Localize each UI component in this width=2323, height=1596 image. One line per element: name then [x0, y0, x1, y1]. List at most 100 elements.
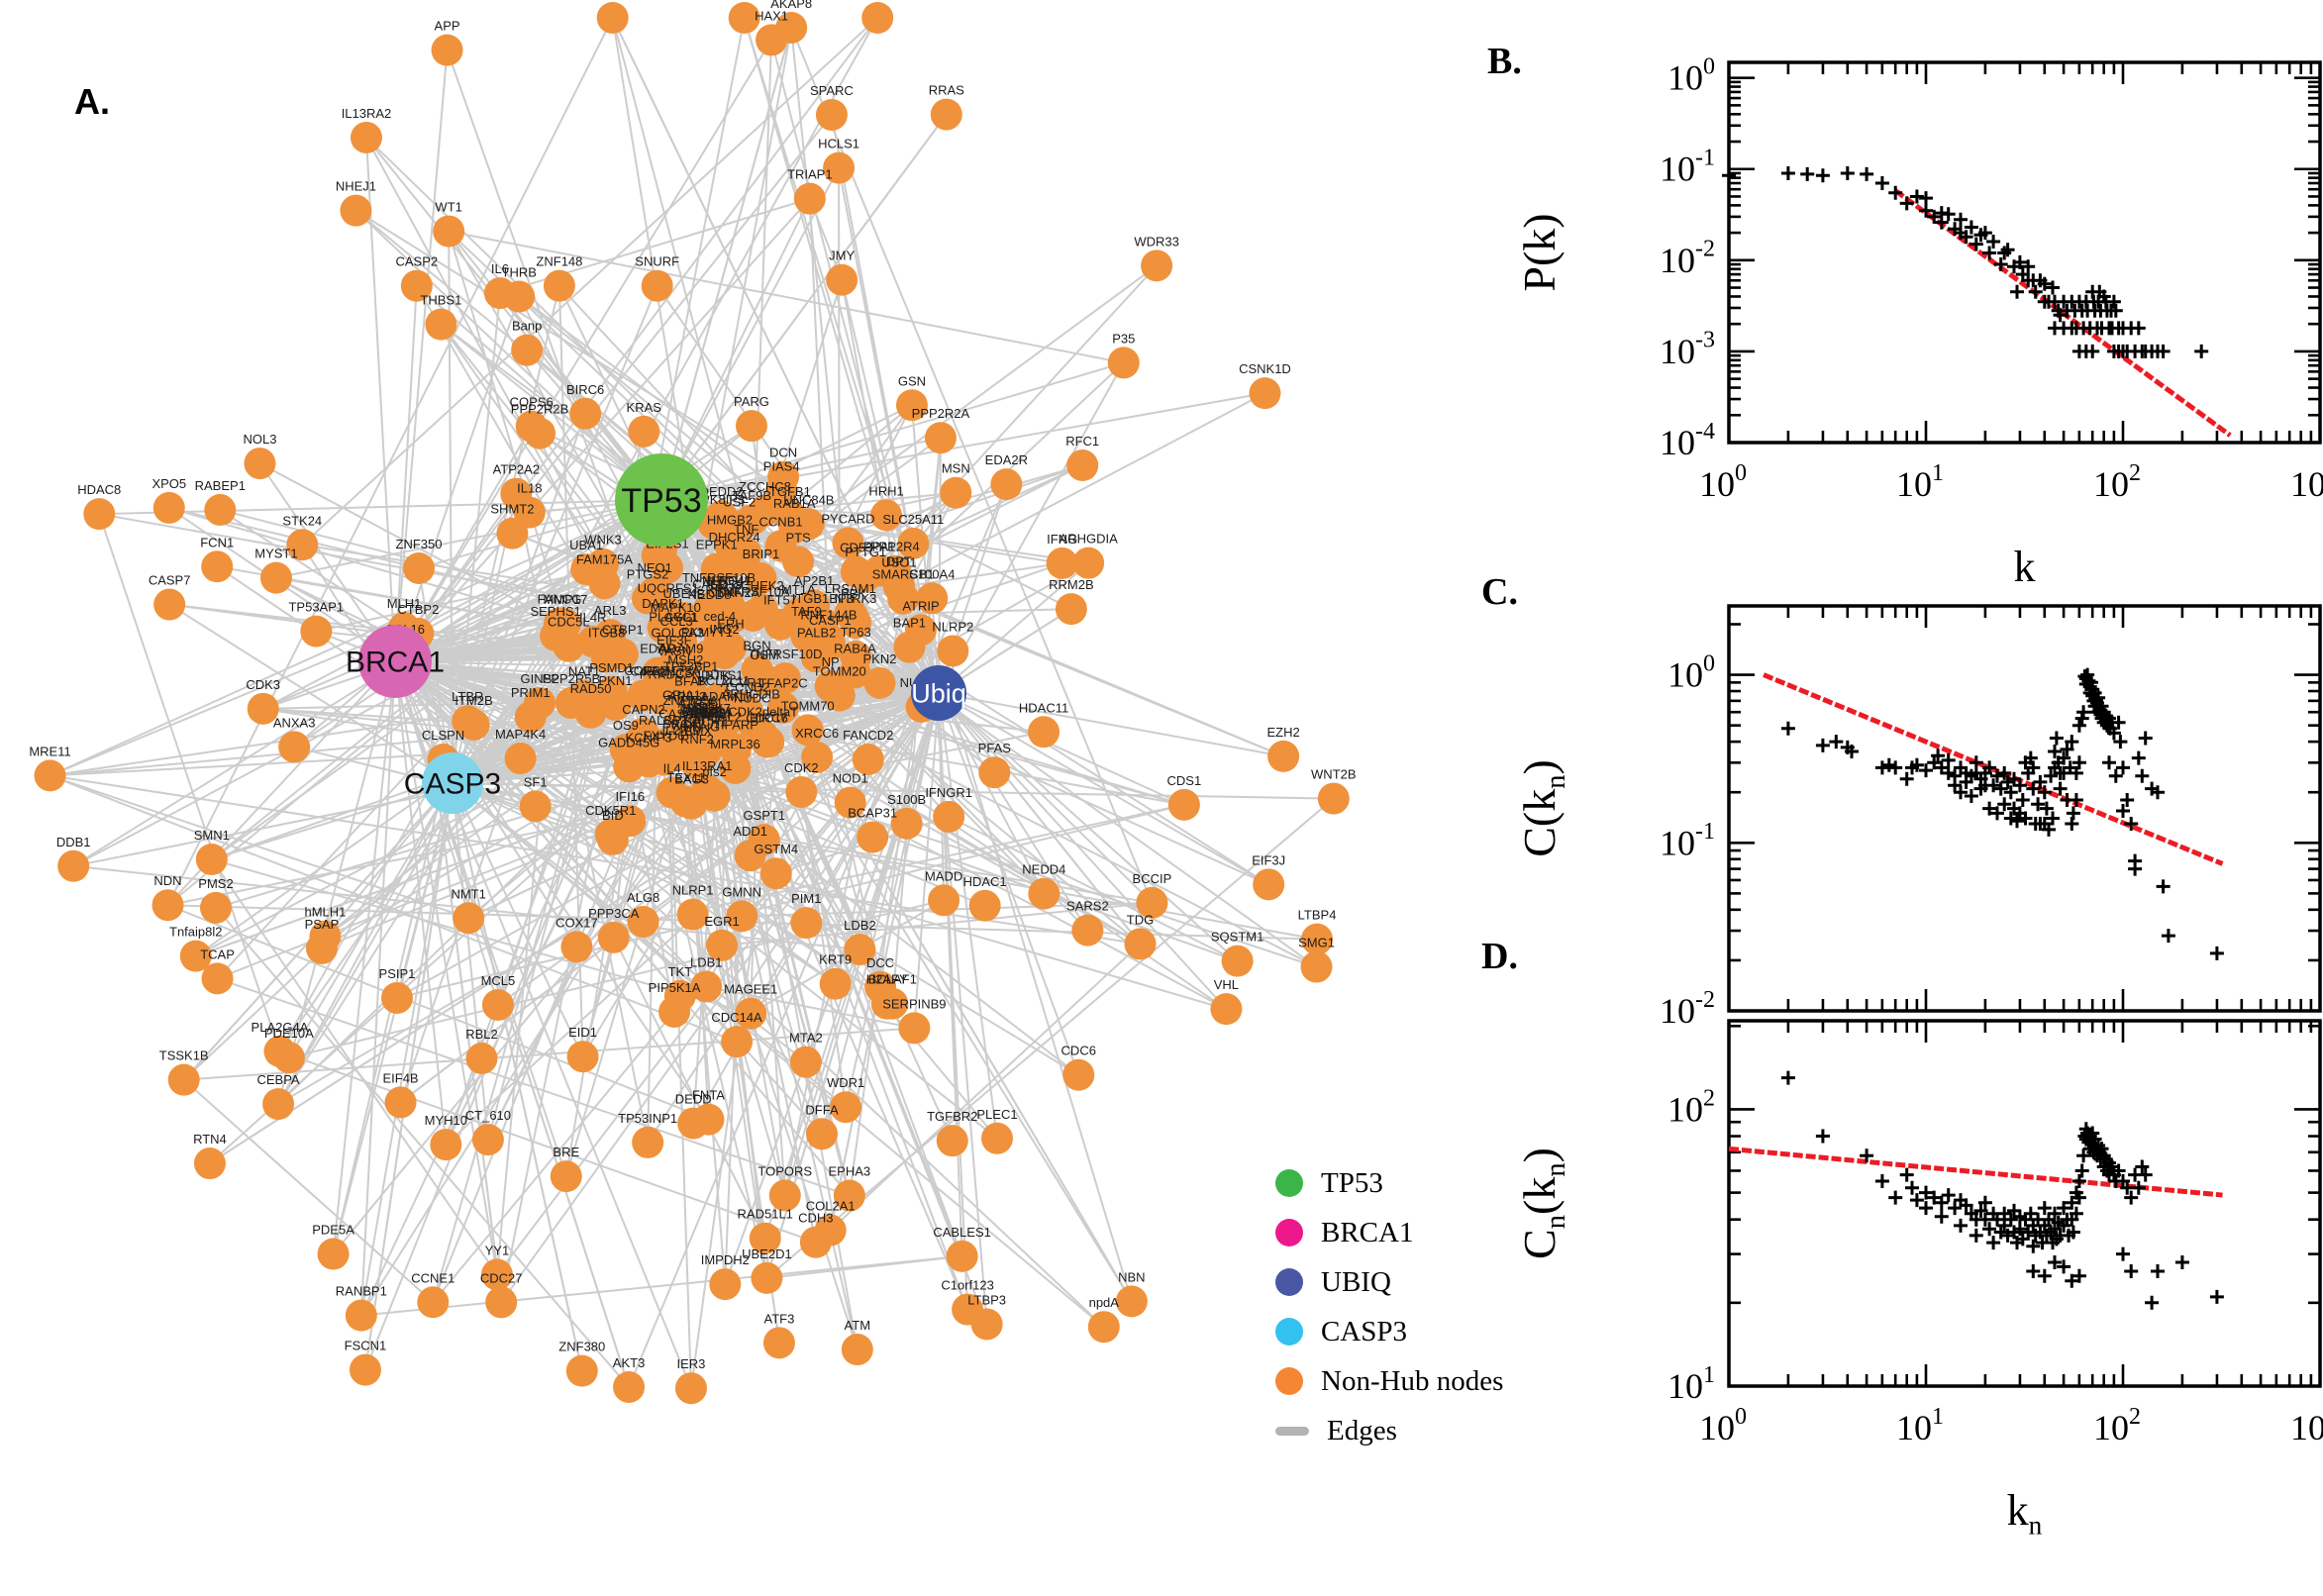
gene-node-label: DFFA: [805, 1102, 839, 1117]
gene-node-label: DPT: [886, 553, 912, 568]
network-edge: [821, 692, 940, 1135]
gene-node: [749, 663, 781, 696]
network-edge: [396, 803, 1185, 999]
gene-node-label: ATM: [845, 1318, 870, 1333]
gene-node-label: TNFRSF10A: [716, 584, 790, 599]
gene-node-label: CSNK1D: [1239, 361, 1291, 376]
gene-node: [782, 597, 815, 630]
gene-node-label: PPA1: [863, 540, 895, 554]
network-edge: [359, 782, 454, 1316]
gene-node-label: AP2B1: [794, 573, 834, 588]
gene-node-label: ATRIP: [902, 598, 939, 613]
network-edge: [183, 1027, 915, 1081]
network-edge: [262, 499, 662, 710]
gene-node-label: PSAP: [305, 917, 340, 932]
gene-node-label: CD53: [840, 540, 872, 554]
network-edge: [332, 660, 396, 1254]
gene-node: [417, 1286, 450, 1319]
gene-node: [940, 476, 972, 509]
gene-node-label: P35: [1112, 331, 1135, 346]
gene-node: [204, 494, 237, 527]
gene-node: [840, 607, 872, 640]
network-nodes: [34, 2, 1350, 1405]
gene-node-label: CDK2: [784, 760, 819, 775]
gene-node-label: WNT2B: [1311, 767, 1357, 782]
gene-node-label: DCC: [866, 955, 894, 970]
panel-d-label: D.: [1481, 936, 1518, 977]
gene-node-label: PSMD1: [589, 660, 634, 675]
gene-node-label: NLRP1: [672, 883, 714, 898]
network-edge: [183, 1078, 434, 1304]
gene-node-label: MSN: [942, 461, 970, 476]
gene-node: [350, 121, 382, 153]
gene-node: [928, 884, 960, 917]
gene-node-label: CLSPN: [422, 728, 464, 743]
gene-node-label: ZNF350: [396, 537, 443, 551]
gene-node-label: EIF4B: [382, 1070, 418, 1085]
gene-node: [946, 1240, 978, 1272]
network-edge: [789, 515, 940, 694]
gene-node-label: RFC1: [1065, 434, 1099, 449]
gene-node-label: TOMM20: [813, 664, 866, 679]
network-edge: [660, 167, 840, 501]
gene-node-label: IL13RA1: [682, 758, 733, 773]
network-edge: [495, 635, 557, 1275]
gene-node: [452, 705, 484, 738]
gene-node-label: CYC1: [664, 610, 699, 625]
gene-node-label: SH3GL2: [692, 709, 742, 724]
hub-node-label: CASP3: [404, 768, 501, 801]
gene-node: [709, 1268, 742, 1301]
gene-node-label: TP63: [841, 625, 871, 640]
gene-node: [916, 582, 949, 615]
gene-node: [247, 692, 279, 725]
network-edge: [763, 692, 940, 1240]
network-edge: [660, 392, 1265, 501]
gene-node: [698, 779, 731, 812]
axis-tick-label: 103: [2290, 1404, 2323, 1447]
gene-node: [627, 679, 659, 712]
gene-node-label: LRSAM1: [825, 581, 876, 596]
gene-node-label: BID: [602, 808, 624, 823]
gene-node-label: TSSK1B: [159, 1048, 209, 1063]
gene-node-label: NEDD8: [688, 587, 732, 602]
network-edge: [938, 692, 1239, 962]
gene-node-label: HAX1: [755, 8, 788, 23]
gene-node-label: ATP2A2: [493, 462, 540, 477]
gene-node-label: ARHGDIB: [722, 687, 780, 702]
gene-node-label: CT_610: [465, 1108, 511, 1123]
gene-node: [560, 931, 593, 963]
network-edge: [660, 198, 811, 501]
gene-node-label: OS9: [613, 718, 639, 733]
gene-node: [799, 1226, 832, 1258]
gene-node-label: PKN1: [599, 673, 633, 688]
gene-node: [465, 1043, 498, 1075]
gene-node-label: LTBP3: [967, 1292, 1006, 1307]
gene-node-label: CCND2: [726, 680, 770, 695]
gene-node-label: TNFRSF10D: [748, 647, 822, 661]
gene-node-label: IL4: [663, 761, 681, 776]
gene-node: [609, 734, 642, 766]
gene-node-label: TRIAP1: [787, 167, 833, 182]
gene-node-label: PDE10A: [264, 1026, 314, 1041]
gene-node-label: CEBPA: [257, 1072, 300, 1087]
gene-node-label: COPB2: [624, 663, 667, 678]
gene-node-label: CDC16: [746, 710, 788, 725]
gene-node: [1055, 593, 1087, 626]
gene-node-label: NMT1: [451, 886, 485, 901]
network-edge: [217, 977, 851, 1197]
gene-node-label: MMP17: [544, 592, 588, 607]
gene-node-label: MAGEE1: [724, 982, 777, 997]
gene-node-label: RANBP1: [336, 1284, 387, 1299]
gene-node-label: CDH3: [798, 1211, 833, 1226]
gene-node-label: EDA2R: [985, 452, 1028, 467]
gene-node-label: PARG: [734, 394, 769, 409]
gene-node-label: NDN: [153, 873, 181, 888]
gene-node: [193, 1147, 226, 1180]
network-edge: [258, 462, 396, 662]
gene-node-label: P53AIP1: [719, 0, 769, 1]
network-edge: [288, 899, 945, 1059]
gene-node-label: GSPT1: [743, 808, 785, 823]
gene-node: [978, 756, 1011, 789]
gene-node-label: EPHA3: [829, 1164, 871, 1179]
